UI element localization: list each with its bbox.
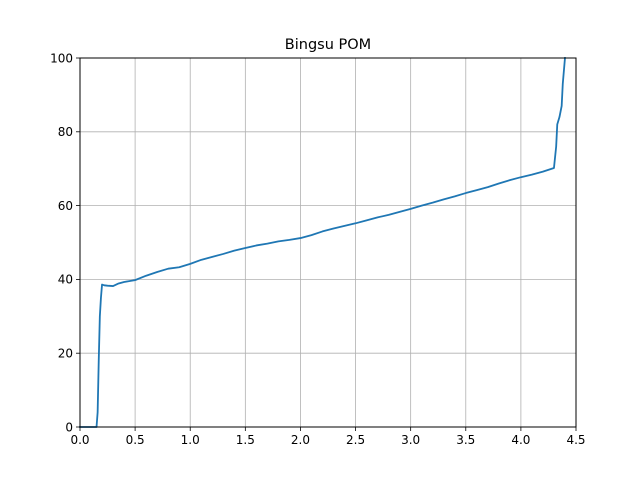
y-axis: 0 20 40 60 80 100 [50, 51, 80, 434]
y-tick-label: 40 [58, 273, 73, 287]
y-tick-label: 80 [58, 125, 73, 139]
x-tick-label: 0.5 [126, 433, 145, 447]
y-tick-label: 100 [50, 51, 73, 65]
grid [79, 57, 577, 428]
y-tick-label: 60 [58, 199, 73, 213]
series-line [79, 57, 566, 428]
x-axis: 0.0 0.5 1.0 1.5 2.0 2.5 3.0 3.5 4.0 4.5 [70, 427, 586, 447]
y-tick-label: 20 [58, 347, 73, 361]
x-tick-label: 1.5 [236, 433, 255, 447]
x-tick-label: 2.0 [291, 433, 310, 447]
x-tick-label: 0.0 [70, 433, 89, 447]
series-layer [79, 57, 566, 428]
x-tick-label: 2.5 [346, 433, 365, 447]
x-tick-label: 1.0 [181, 433, 200, 447]
x-tick-label: 4.5 [566, 433, 585, 447]
x-tick-label: 4.0 [511, 433, 530, 447]
y-tick-label: 0 [65, 420, 73, 434]
chart-title: Bingsu POM [285, 37, 371, 53]
x-tick-label: 3.0 [401, 433, 420, 447]
x-tick-label: 3.5 [456, 433, 475, 447]
plot-frame [79, 57, 577, 428]
